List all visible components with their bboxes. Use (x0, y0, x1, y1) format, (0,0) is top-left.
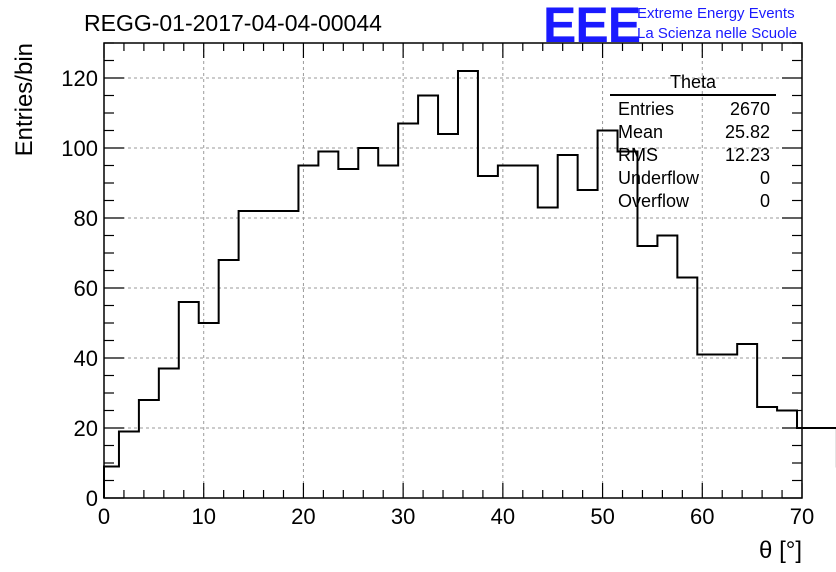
stats-value: 25.82 (724, 122, 770, 142)
histogram-bin (438, 134, 458, 498)
histogram-bin (358, 148, 378, 498)
y-tick-label: 40 (74, 346, 98, 371)
histogram-bin (279, 211, 299, 498)
histogram-bin (458, 71, 478, 498)
y-tick-label: 20 (74, 416, 98, 441)
stats-value: 0 (759, 191, 770, 211)
logo-line-1: Extreme Energy Events (637, 5, 795, 22)
histogram-bin (677, 278, 697, 499)
histogram-bin (777, 411, 797, 499)
histogram-bin (498, 166, 518, 499)
histogram-bin (637, 246, 657, 498)
histogram-bin (717, 355, 737, 499)
stats-label: RMS (618, 145, 658, 165)
chart-title: REGG-01-2017-04-04-00044 (84, 10, 382, 36)
histogram-bin (538, 208, 558, 499)
eee-logo-text: Extreme Energy Events La Scienza nelle S… (637, 4, 797, 44)
stats-value: 2670 (729, 99, 770, 119)
x-tick-label: 60 (690, 504, 714, 529)
stats-row-overflow: Overflow 0 (610, 190, 776, 213)
histogram-bin (657, 236, 677, 499)
histogram-bin (398, 124, 418, 499)
x-tick-label: 50 (590, 504, 614, 529)
stats-value: 0 (759, 168, 770, 188)
histogram-bin (239, 211, 259, 498)
histogram-bin (159, 369, 179, 499)
y-tick-label: 0 (86, 486, 98, 511)
x-axis-label: θ [°] (759, 537, 802, 564)
histogram-bin (259, 211, 279, 498)
logo-line-2: La Scienza nelle Scuole (637, 25, 798, 42)
stats-label: Entries (618, 99, 675, 119)
x-tick-label: 10 (191, 504, 215, 529)
stats-row-rms: RMS 12.23 (610, 144, 776, 167)
histogram-bin (518, 166, 538, 499)
stats-value: 12.23 (724, 145, 770, 165)
histogram-bin (318, 152, 338, 499)
histogram-bin (737, 344, 757, 498)
x-tick-label: 40 (491, 504, 515, 529)
histogram-bin (817, 428, 836, 498)
histogram-bin (378, 166, 398, 499)
histogram-bin (119, 432, 139, 499)
y-tick-label: 120 (61, 66, 98, 91)
histogram-bin (478, 176, 498, 498)
histogram-bin (298, 166, 318, 499)
histogram-bin (219, 260, 239, 498)
y-tick-label: 80 (74, 206, 98, 231)
histogram-bin (139, 400, 159, 498)
stats-row-entries: Entries 2670 (610, 98, 776, 121)
stats-box: Theta Entries 2670 Mean 25.82 RMS 12.23 … (610, 72, 776, 213)
histogram-bin (418, 96, 438, 499)
histogram-bin (757, 407, 777, 498)
histogram-bin (697, 355, 717, 499)
stats-title: Theta (610, 72, 776, 96)
histogram-bin (199, 323, 219, 498)
x-tick-label: 70 (790, 504, 814, 529)
histogram-bin (578, 190, 598, 498)
y-tick-label: 60 (74, 276, 98, 301)
x-tick-label: 0 (98, 504, 110, 529)
x-tick-label: 20 (291, 504, 315, 529)
stats-row-mean: Mean 25.82 (610, 121, 776, 144)
histogram-bin (104, 467, 119, 499)
x-tick-label: 30 (391, 504, 415, 529)
stats-row-underflow: Underflow 0 (610, 167, 776, 190)
stats-label: Underflow (618, 168, 700, 188)
histogram-bin (338, 169, 358, 498)
histogram-bin (179, 302, 199, 498)
histogram-bin (558, 155, 578, 498)
stats-label: Overflow (618, 191, 690, 211)
stats-label: Mean (618, 122, 664, 142)
y-axis-label: Entries/bin (11, 43, 38, 156)
histogram-outline (103, 70, 836, 498)
eee-logo: EEE (543, 0, 641, 53)
y-tick-label: 100 (61, 136, 98, 161)
